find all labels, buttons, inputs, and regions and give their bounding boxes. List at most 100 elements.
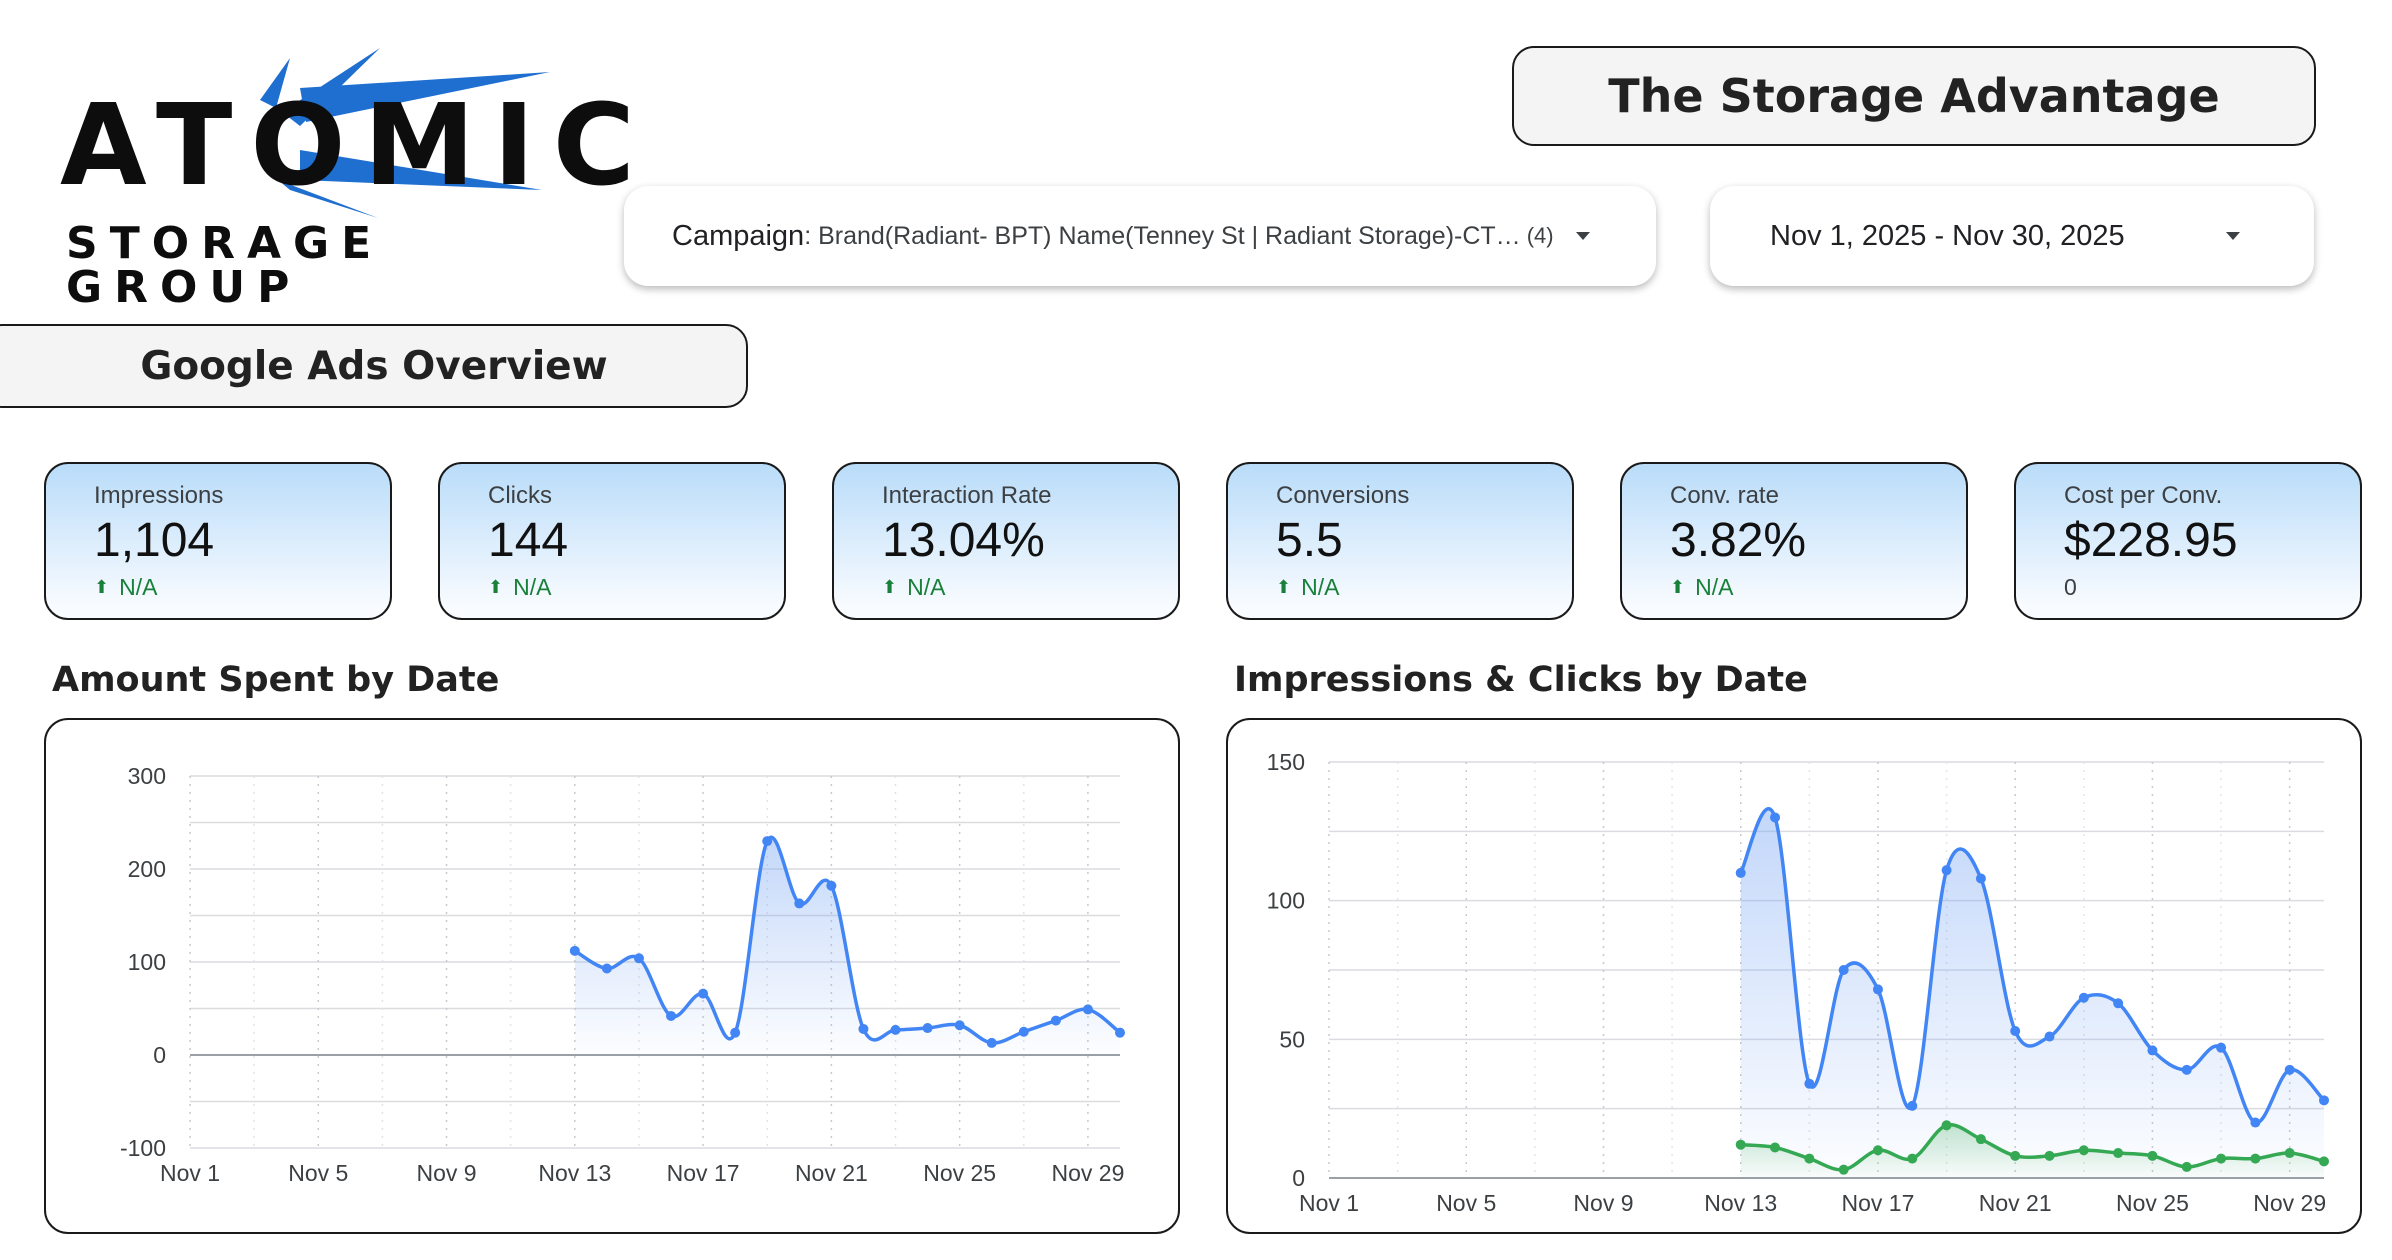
data-point [1907,1100,1918,1111]
kpi-card-impressions: Impressions 1,104 ⬆ N/A [44,462,392,620]
data-point [666,1010,677,1021]
x-tick-label: Nov 9 [417,1160,477,1186]
data-point [1735,867,1746,878]
data-point [569,945,580,956]
kpi-label: Conversions [1276,482,1410,509]
data-point [2319,1156,2329,1167]
x-tick-label: Nov 13 [538,1160,611,1186]
arrow-up-icon: ⬆ [882,576,898,597]
kpi-card-cost-per-conv: Cost per Conv. $228.95 0 [2014,462,2362,620]
y-tick-label: 0 [1292,1165,1305,1191]
kpi-value: 1,104 [94,513,215,567]
data-point [1838,1164,1849,1175]
data-point [2216,1042,2227,1053]
data-point [2113,998,2124,1009]
kpi-label: Impressions [94,482,224,509]
kpi-change: N/A [907,573,946,600]
data-point [633,953,644,964]
data-point [1770,1142,1781,1153]
data-point [1082,1004,1093,1015]
data-point [1975,1134,1986,1145]
data-point [698,988,709,999]
logo-subtitle: STORAGE GROUP [66,218,384,313]
x-tick-label: Nov 5 [1436,1190,1496,1216]
arrow-up-icon: ⬆ [94,576,110,597]
data-point [1735,1139,1746,1150]
arrow-up-icon: ⬆ [1670,576,1686,597]
data-point [2216,1153,2227,1164]
data-point [2250,1117,2261,1128]
date-range-picker[interactable]: Nov 1, 2025 - Nov 30, 2025 [1710,186,2314,286]
data-point [730,1027,741,1038]
data-point [1770,812,1781,823]
series-area-0 [1740,808,2324,1178]
data-point [1872,984,1883,995]
y-tick-label: 100 [1267,888,1305,914]
logo-wordmark: ATOMIC [60,81,653,211]
x-tick-label: Nov 17 [667,1160,740,1186]
amount-spent-chart[interactable]: Nov 1 Nov 5 Nov 9 Nov 13 Nov 17 Nov 21 Nov 25 N… [44,718,1180,1234]
chevron-down-icon[interactable] [2226,232,2240,240]
kpi-label: Interaction Rate [882,482,1052,509]
arrow-up-icon: ⬆ [488,576,504,597]
data-point [1872,1145,1883,1156]
series-area-0 [574,837,1120,1055]
x-tick-label: Nov 9 [1573,1190,1633,1216]
campaign-filter-value: : Brand(Radiant- BPT) Name(Tenney St | R… [804,221,1521,250]
x-tick-label: Nov 1 [160,1160,220,1186]
kpi-change: N/A [1695,573,1734,600]
data-point [1907,1153,1918,1164]
kpi-value: 13.04% [882,513,1045,567]
data-point [2181,1064,2192,1075]
data-point [2181,1161,2192,1172]
kpi-card-interaction-rate: Interaction Rate 13.04% ⬆ N/A [832,462,1180,620]
kpi-value: 3.82% [1670,513,1807,567]
kpi-change: N/A [119,573,158,600]
campaign-filter-dropdown[interactable]: Campaign : Brand(Radiant- BPT) Name(Tenn… [624,186,1656,286]
data-point [1018,1026,1029,1037]
data-point [826,880,837,891]
data-point [1115,1027,1125,1038]
x-tick-label: Nov 17 [1842,1190,1915,1216]
data-point [2078,1145,2089,1156]
report-title: The Storage Advantage [1512,46,2316,146]
data-point [2147,1045,2158,1056]
impressions-clicks-chart-svg: Nov 1 Nov 5 Nov 9 Nov 13 Nov 17 Nov 21 Nov 25 N… [1267,749,2329,1216]
series-area-1 [1740,1124,2324,1178]
data-point [954,1020,965,1031]
campaign-filter-label: Campaign [672,219,805,252]
data-point [858,1023,869,1034]
data-point [922,1023,933,1034]
impressions-clicks-chart[interactable]: Nov 1 Nov 5 Nov 9 Nov 13 Nov 17 Nov 21 Nov 25 N… [1226,718,2362,1234]
chevron-down-icon[interactable] [1575,232,1590,240]
y-tick-label: 300 [128,763,166,789]
kpi-label: Cost per Conv. [2064,482,2223,509]
y-tick-label: 50 [1279,1026,1305,1052]
data-point [1838,965,1849,975]
x-tick-label: Nov 21 [1979,1190,2052,1216]
data-point [2044,1031,2055,1042]
data-point [2113,1148,2124,1159]
data-point [1975,873,1986,884]
kpi-change: N/A [1301,573,1340,600]
kpi-change: N/A [513,573,552,600]
y-tick-label: 200 [128,856,166,882]
data-point [2284,1148,2295,1159]
data-point [2010,1026,2021,1037]
amount-spent-chart-svg: Nov 1 Nov 5 Nov 9 Nov 13 Nov 17 Nov 21 Nov 25 N… [120,763,1125,1186]
x-tick-label: Nov 29 [1051,1160,1124,1186]
x-tick-label: Nov 1 [1299,1190,1359,1216]
logo-rays-graphic [260,48,550,218]
kpi-value: $228.95 [2064,513,2238,567]
chart-title-amount-spent: Amount Spent by Date [52,660,500,700]
data-point [1941,865,1952,876]
kpi-change: 0 [2064,573,2077,600]
data-point [2010,1150,2021,1161]
data-point [986,1037,997,1048]
section-title: Google Ads Overview [0,324,748,408]
x-tick-label: Nov 21 [795,1160,868,1186]
chart-title-impressions-clicks: Impressions & Clicks by Date [1234,660,1808,700]
data-point [1941,1120,1952,1131]
data-point [2250,1153,2261,1164]
kpi-label: Conv. rate [1670,482,1779,509]
